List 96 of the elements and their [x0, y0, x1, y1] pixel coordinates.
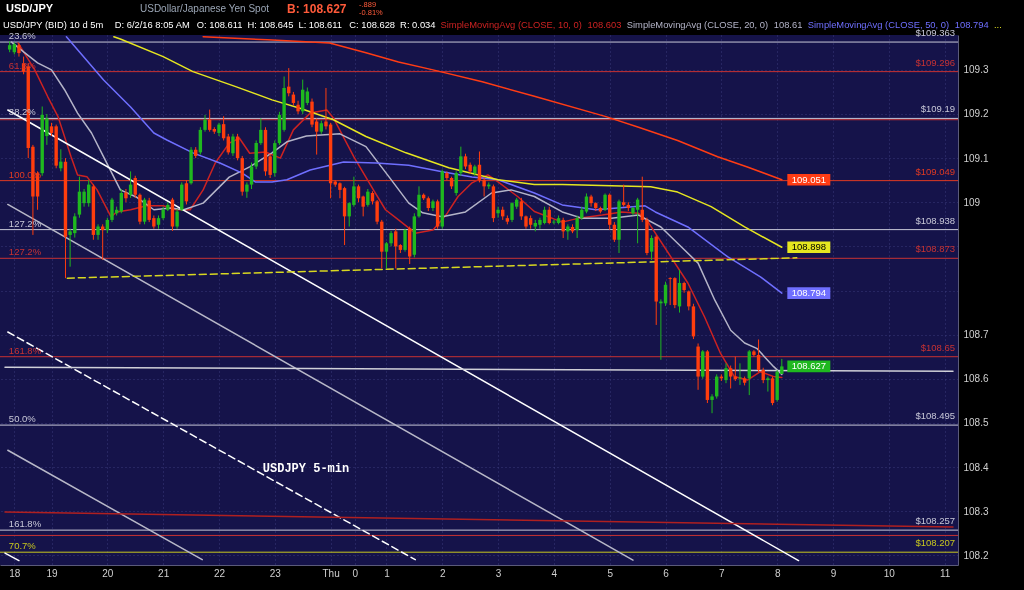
text: ... [993, 20, 1002, 30]
candlestick [403, 228, 407, 253]
ref-line-label: $108.257 [915, 515, 955, 527]
candlestick [561, 217, 565, 239]
candlestick [710, 393, 714, 414]
x-tick-label: 23 [269, 567, 282, 579]
ref-line-label: $109.296 [915, 56, 955, 68]
x-tick-label: 2 [439, 567, 446, 579]
x-tick-label: 10 [883, 567, 896, 579]
ref-line-label: $108.495 [915, 410, 955, 422]
x-tick-label: 21 [158, 567, 170, 579]
candlestick [724, 362, 728, 384]
candlestick [589, 194, 593, 208]
text: O: 108.611 [196, 20, 243, 30]
x-tick-label: 22 [213, 567, 226, 579]
text: SimpleMovingAvg (CLOSE, 20, 0) [626, 20, 769, 30]
candlestick [119, 188, 123, 214]
x-tick-label: 18 [9, 567, 21, 579]
text: 108.603 [587, 20, 622, 30]
annotation: 127.2% [8, 246, 42, 258]
candlestick [766, 376, 770, 393]
x-tick-label: 6 [663, 567, 670, 579]
ref-line-label: $109.049 [915, 165, 955, 177]
text: 108.61 [773, 20, 803, 30]
chart-subtitle: USDollar/Japanese Yen Spot [140, 3, 270, 14]
x-tick-label: 11 [939, 567, 951, 579]
annotation: 50.0% [8, 413, 37, 425]
candlestick [259, 117, 263, 146]
text: USD/JPY [6, 2, 54, 14]
x-tick-label: 1 [384, 567, 391, 579]
candlestick [738, 362, 742, 386]
text: SimpleMovingAvg (CLOSE, 10, 0) [440, 20, 582, 30]
text: D: 6/2/16 8:05 AM [114, 20, 190, 30]
candlestick [175, 208, 179, 230]
ref-line-label: $109.19 [920, 103, 955, 115]
candlestick [384, 241, 389, 269]
y-tick-label: 108.4 [963, 461, 989, 473]
candlestick [254, 139, 258, 170]
x-tick-label: 0 [352, 567, 359, 579]
text: 108.794 [954, 20, 989, 30]
candlestick [482, 177, 486, 198]
candlestick [231, 133, 235, 157]
y-tick-label: 108.2 [963, 549, 989, 561]
y-tick-label: 108.3 [963, 505, 989, 517]
x-tick-label: 19 [46, 567, 59, 579]
x-tick-label: 9 [830, 567, 837, 579]
candlestick [375, 199, 379, 225]
x-tick-label: 4 [551, 567, 558, 579]
candlestick [96, 223, 100, 241]
x-tick-label: Thu [322, 567, 340, 579]
candlestick [296, 100, 300, 115]
candlestick [552, 219, 556, 225]
candlestick [510, 201, 514, 223]
candlestick [59, 148, 63, 172]
annotation: 161.8% [8, 344, 42, 356]
data-label: 109.051 [791, 173, 826, 185]
candlestick [575, 214, 579, 239]
y-tick-label: 108.6 [963, 373, 989, 385]
text: C: 108.628 [349, 20, 396, 30]
x-tick-label: 3 [495, 567, 502, 579]
data-label: 108.794 [791, 287, 826, 299]
x-tick-label: 5 [607, 567, 614, 579]
annotation: 161.8% [8, 518, 42, 530]
candlestick [417, 185, 421, 219]
y-tick-label: 108.7 [963, 329, 989, 341]
text: H: 108.645 [247, 20, 294, 30]
text: B: 108.627 [287, 2, 347, 16]
ref-line-label: $108.207 [915, 537, 955, 549]
candlestick [310, 98, 314, 128]
candlestick [17, 42, 21, 58]
annotation: 23.6% [8, 30, 37, 42]
text: 108.627 [791, 360, 826, 372]
candlestick [124, 188, 128, 203]
ref-line-label: $108.938 [915, 214, 955, 226]
ref-line-label: $108.873 [915, 243, 955, 255]
x-tick-label: 8 [774, 567, 781, 579]
candlestick [245, 181, 249, 199]
x-tick-label: 20 [102, 567, 114, 579]
data-label: 108.898 [791, 241, 826, 253]
y-tick-label: 108.5 [963, 417, 989, 429]
candlestick [728, 365, 733, 389]
candlestick [459, 146, 463, 177]
candlestick [621, 184, 626, 208]
text: L: 108.611 [298, 20, 342, 30]
y-tick-label: 109.1 [963, 152, 989, 164]
candlestick [496, 206, 500, 219]
annotation: USDJPY 5-min [262, 462, 350, 476]
ref-line-label: $108.65 [920, 341, 955, 353]
chart-title: USD/JPY (BID) 10 d 5m [3, 20, 104, 30]
annotation: 70.7% [8, 540, 37, 552]
y-tick-label: 109.3 [963, 64, 989, 76]
x-tick-label: 7 [719, 567, 726, 579]
y-tick-label: 109 [963, 196, 981, 208]
text: R: 0.034 [400, 20, 436, 30]
y-tick-label: 109.2 [963, 108, 989, 120]
candlestick [110, 197, 114, 223]
